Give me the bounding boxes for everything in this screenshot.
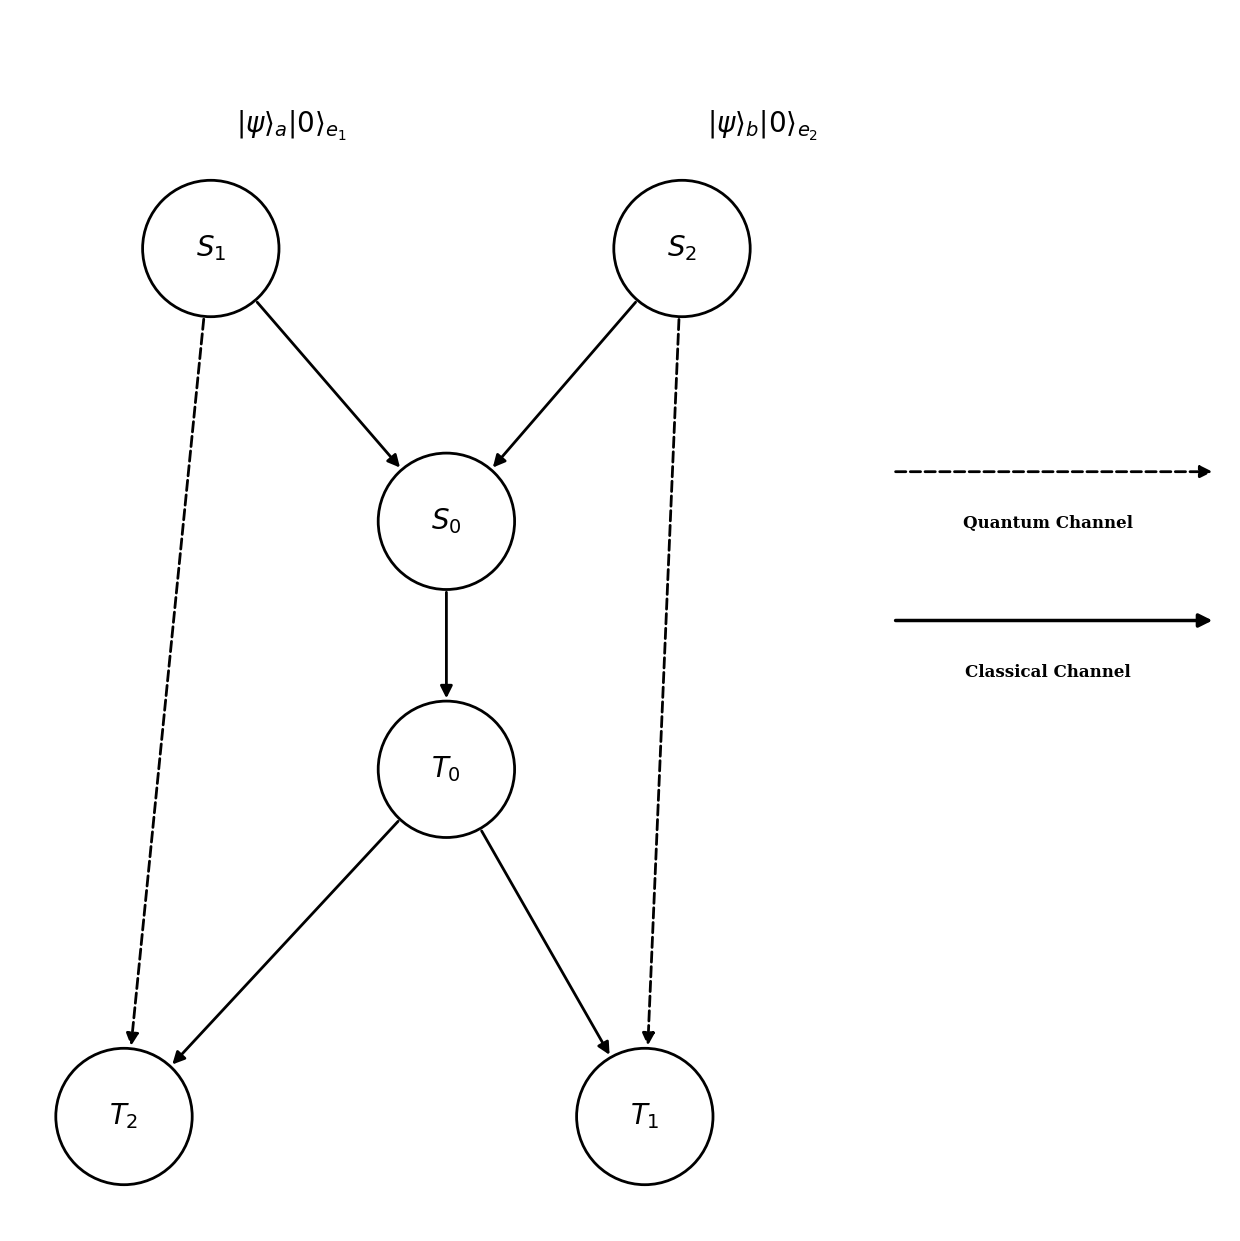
Text: $S_0$: $S_0$ bbox=[432, 506, 461, 536]
Circle shape bbox=[614, 180, 750, 316]
Text: $T_1$: $T_1$ bbox=[630, 1102, 660, 1132]
Circle shape bbox=[143, 180, 279, 316]
Text: $T_0$: $T_0$ bbox=[432, 755, 461, 784]
Circle shape bbox=[378, 701, 515, 838]
Circle shape bbox=[56, 1049, 192, 1185]
Text: $|\psi\rangle_b|0\rangle_{e_2}$: $|\psi\rangle_b|0\rangle_{e_2}$ bbox=[707, 109, 818, 143]
Text: $|\psi\rangle_a|0\rangle_{e_1}$: $|\psi\rangle_a|0\rangle_{e_1}$ bbox=[236, 109, 346, 143]
Text: $S_2$: $S_2$ bbox=[667, 233, 697, 263]
Text: Quantum Channel: Quantum Channel bbox=[962, 515, 1133, 532]
Text: $S_1$: $S_1$ bbox=[196, 233, 226, 263]
Text: $T_2$: $T_2$ bbox=[109, 1102, 139, 1132]
Text: Classical Channel: Classical Channel bbox=[965, 664, 1131, 681]
Circle shape bbox=[378, 453, 515, 589]
Circle shape bbox=[577, 1049, 713, 1185]
